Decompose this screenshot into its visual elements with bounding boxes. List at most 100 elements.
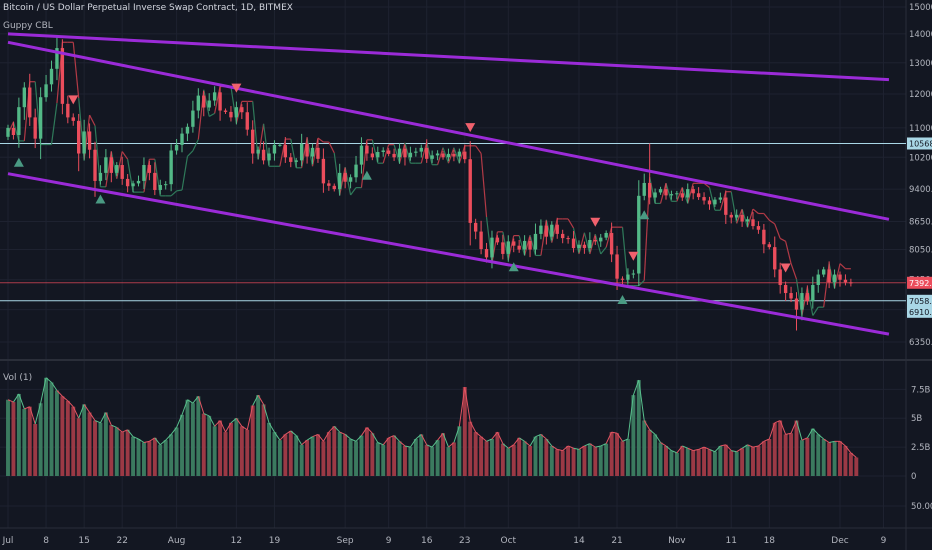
price-label: 7392.0 (907, 276, 932, 289)
candle-body (338, 172, 342, 190)
volume-bar (533, 436, 538, 476)
candle-body (609, 232, 614, 255)
candle-body (403, 148, 407, 158)
cbl-line-segment (774, 223, 781, 239)
candle-body (446, 153, 451, 158)
volume-bar (794, 420, 799, 476)
candle-body (332, 185, 336, 190)
time-tick-label: 23 (459, 536, 470, 546)
candle-body (17, 107, 21, 136)
cbl-line-segment (708, 187, 716, 211)
candle-body (153, 172, 157, 190)
candle-body (468, 159, 472, 223)
volume-outline-segment (513, 437, 520, 446)
volume-bar (370, 433, 375, 476)
cbl-line-segment (578, 232, 585, 255)
cbl-line-segment (290, 138, 297, 168)
candle-body (778, 269, 782, 286)
volume-outline-segment (350, 438, 357, 442)
volume-bar (364, 427, 369, 476)
volume-tick-label: 50.00 (911, 502, 932, 512)
cbl-line-segment (437, 147, 444, 165)
candle-body (626, 274, 630, 280)
volume-bar (38, 403, 43, 476)
volume-bar (245, 429, 250, 476)
cbl-line-segment (208, 112, 215, 117)
cbl-line-segment (339, 166, 346, 196)
cbl-line-segment (214, 86, 221, 114)
cbl-line-segment (328, 141, 335, 154)
price-tick-label: 9400.0 (909, 185, 932, 195)
indicator-label[interactable]: Guppy CBL (3, 21, 53, 31)
cbl-line-segment (833, 263, 841, 289)
volume-bar (609, 432, 614, 476)
volume-bar (277, 440, 282, 476)
volume-outline-segment (225, 422, 232, 433)
time-tick-label: Oct (501, 536, 517, 546)
volume-bar (674, 452, 679, 476)
candle-body (185, 126, 190, 134)
volume-tick-label: 5B (911, 414, 922, 424)
cbl-line-segment (839, 263, 846, 270)
candle-body (174, 144, 179, 151)
volume-bar (239, 426, 244, 476)
volume-bar (517, 437, 522, 476)
volume-outline-segment (105, 412, 112, 426)
volume-bar (228, 422, 233, 476)
volume-outline-segment (464, 386, 471, 422)
volume-outline-segment (312, 433, 319, 438)
volume-outline-segment (616, 432, 623, 442)
volume-bar (359, 435, 364, 476)
candle-body (305, 143, 309, 157)
volume-outline-segment (56, 390, 63, 397)
volume-bar (544, 439, 549, 476)
volume-outline-segment (458, 386, 466, 427)
volume-outline-segment (393, 435, 400, 442)
price-tick-label: 13000.0 (909, 59, 932, 69)
candle-body (827, 269, 831, 283)
volume-outline-segment (638, 380, 645, 421)
volume-bar (854, 457, 859, 476)
cbl-line-segment (741, 208, 749, 228)
candle-body (430, 155, 434, 159)
candle-body (125, 178, 130, 187)
volume-bar (789, 433, 794, 476)
candle-body (512, 241, 516, 246)
cbl-line-segment (687, 183, 694, 204)
volume-bar (810, 428, 815, 476)
cbl-line-segment (730, 191, 738, 224)
volume-outline-segment (138, 438, 145, 443)
volume-outline-segment (584, 443, 591, 447)
volume-outline-segment (257, 394, 265, 405)
volume-outline-segment (165, 434, 172, 441)
volume-bar (669, 450, 674, 476)
candle-body (87, 131, 92, 150)
candle-body (713, 199, 717, 205)
volume-bar (799, 440, 804, 476)
volume-outline-segment (274, 431, 281, 441)
volume-bar (169, 434, 174, 476)
volume-bar (82, 404, 87, 476)
volume-outline-segment (111, 424, 117, 428)
candle-body (49, 68, 54, 85)
volume-bar (185, 399, 190, 476)
price-label-text: 6910.0 (909, 308, 932, 317)
time-tick-label: Nov (668, 536, 686, 546)
cbl-line-segment (572, 227, 580, 255)
candle-body (729, 214, 733, 218)
candle-body (142, 165, 146, 181)
volume-outline-segment (801, 437, 808, 441)
volume-bar (832, 441, 837, 476)
volume-label[interactable]: Vol (1) (3, 373, 33, 383)
volume-outline-segment (355, 435, 362, 442)
volume-bar (310, 436, 315, 476)
candle-body (571, 238, 576, 249)
volume-bar (22, 408, 27, 476)
candle-body (805, 293, 810, 302)
candle-body (218, 92, 222, 111)
volume-outline-segment (518, 437, 525, 442)
volume-outline-segment (643, 420, 651, 431)
volume-bar (332, 426, 337, 476)
candle-body (533, 233, 538, 250)
